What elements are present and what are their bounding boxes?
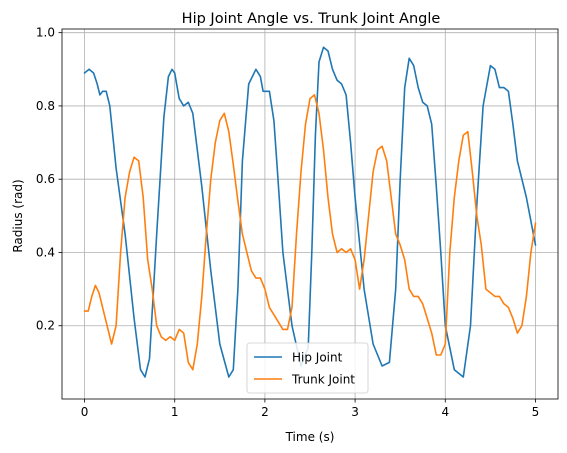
x-tick-label: 5: [532, 405, 540, 419]
legend-box: [246, 342, 369, 394]
y-tick-label: 0.6: [36, 172, 55, 186]
plot-frame: [61, 28, 559, 400]
series-line-trunk-joint: [83, 94, 537, 371]
x-tick-label: 3: [351, 405, 359, 419]
y-axis-label: Radius (rad): [11, 179, 25, 252]
y-tick-label: 1.0: [36, 26, 55, 40]
x-tick-label: 2: [261, 405, 269, 419]
x-axis-label: Time (s): [285, 430, 335, 444]
y-tick-label: 0.4: [36, 245, 55, 259]
y-tick-label: 0.2: [36, 319, 55, 333]
x-tick-label: 4: [441, 405, 449, 419]
axis-ticks: 0 1 2 3 4 5 0.2 0.4 0.6 0.8 1.0: [36, 26, 539, 419]
y-tick-label: 0.8: [36, 99, 55, 113]
legend: Hip Joint Trunk Joint: [246, 342, 369, 394]
legend-label: Hip Joint: [292, 351, 343, 365]
x-tick-label: 0: [81, 405, 89, 419]
x-tick-label: 1: [171, 405, 179, 419]
chart-title: Hip Joint Angle vs. Trunk Joint Angle: [182, 11, 441, 27]
legend-label: Trunk Joint: [291, 373, 355, 387]
